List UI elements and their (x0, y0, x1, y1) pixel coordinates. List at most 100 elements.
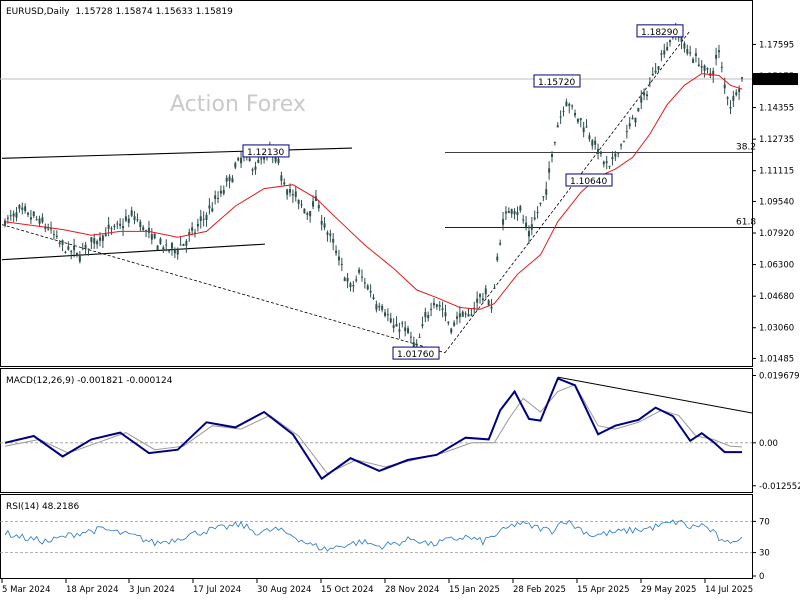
candle-body (490, 306, 493, 309)
candle-body (496, 256, 499, 261)
price-axis-label: 1.07920 (759, 229, 794, 239)
candle-body (663, 50, 666, 55)
candle-body (332, 238, 335, 243)
candle-body (556, 125, 559, 128)
candle-body (67, 246, 70, 250)
candle-body (99, 237, 102, 241)
candle-body (450, 328, 453, 333)
candle-body (565, 101, 568, 107)
candle-body (634, 117, 637, 123)
candle-body (507, 211, 510, 214)
candle-body (384, 312, 387, 316)
candle-body (447, 321, 450, 324)
candle-body (602, 161, 605, 165)
date-axis-label: 29 May 2025 (641, 585, 696, 595)
candle-body (358, 269, 361, 273)
candle-body (101, 235, 104, 241)
candle-body (248, 158, 251, 161)
candle-body (444, 312, 447, 317)
price-annotation-box (392, 346, 440, 360)
candle-body (228, 176, 231, 182)
price-annotation-box (636, 24, 684, 38)
trend-line (1, 147, 353, 159)
candle-body (188, 232, 191, 236)
candle-body (700, 66, 703, 68)
macd-pane-frame (0, 368, 753, 493)
price-axis-label: 1.11115 (759, 167, 794, 177)
candle-body (582, 127, 585, 133)
fib-level-label: 61.8 (736, 218, 756, 228)
candle-body (202, 218, 205, 220)
last-price-label: 1.15819 (757, 76, 792, 86)
candle-body (179, 244, 182, 246)
candle-body (594, 140, 597, 145)
price-annotation-label: 1.18290 (641, 28, 678, 38)
candle-body (199, 216, 202, 221)
last-price-tag (753, 73, 798, 86)
candle-body (291, 194, 294, 196)
price-pane: 38.2 61.8 1.12130 1.18290 1.15720 1.10640 1.01… (0, 22, 756, 360)
candle-body (12, 213, 15, 217)
candle-body (703, 65, 706, 71)
candle-body (536, 212, 539, 214)
candle-body (124, 216, 127, 221)
candle-body (418, 336, 421, 338)
candle-body (493, 287, 496, 289)
candle-body (608, 165, 611, 167)
candle-body (611, 157, 614, 159)
candle-body (208, 205, 211, 209)
price-axis-label: 1.14355 (759, 104, 794, 114)
candle-body (251, 169, 254, 171)
candle-body (165, 244, 168, 246)
candle-body (717, 50, 720, 53)
candle-body (438, 305, 441, 307)
candle-body (640, 97, 643, 103)
candle-body (516, 211, 519, 215)
candle-body (401, 322, 404, 324)
candle-body (222, 190, 225, 194)
candle-body (9, 215, 12, 217)
candle-body (513, 211, 516, 215)
candle-body (61, 240, 64, 245)
candle-body (289, 189, 292, 193)
candle-body (90, 237, 93, 243)
candle-body (622, 141, 625, 143)
candle-body (87, 248, 90, 250)
candle-body (467, 314, 470, 317)
macd-line (4, 377, 742, 481)
candle-body (234, 162, 237, 168)
moving-average-line (4, 73, 743, 310)
candle-body (93, 238, 96, 244)
candle-body (427, 315, 430, 319)
candle-body (196, 223, 199, 227)
candle-body (122, 226, 125, 229)
candle-body (78, 255, 81, 262)
candle-body (297, 199, 300, 204)
candle-body (219, 190, 222, 194)
candle-body (15, 212, 18, 218)
candle-body (113, 225, 116, 227)
candle-body (424, 312, 427, 318)
rsi-axis-label: 30 (759, 549, 770, 559)
dashed-trend-line (444, 30, 691, 353)
candle-body (96, 241, 99, 245)
candle-body (599, 151, 602, 154)
candle-body (666, 46, 669, 51)
candle-body (487, 300, 490, 306)
date-axis-label: 5 Mar 2024 (2, 585, 50, 595)
candle-body (574, 112, 577, 116)
candle-body (525, 222, 528, 228)
candle-body (720, 66, 723, 68)
candle-body (27, 212, 30, 215)
candle-body (352, 285, 355, 287)
candle-body (133, 216, 136, 221)
candle-body (300, 204, 303, 206)
candle-body (340, 264, 343, 266)
candle-body (119, 223, 122, 226)
watermark: Action Forex (170, 92, 306, 117)
candle-body (173, 248, 176, 254)
candle-body (545, 189, 548, 195)
candle-body (706, 68, 709, 70)
candle-body (605, 161, 608, 163)
candle-body (127, 218, 130, 223)
